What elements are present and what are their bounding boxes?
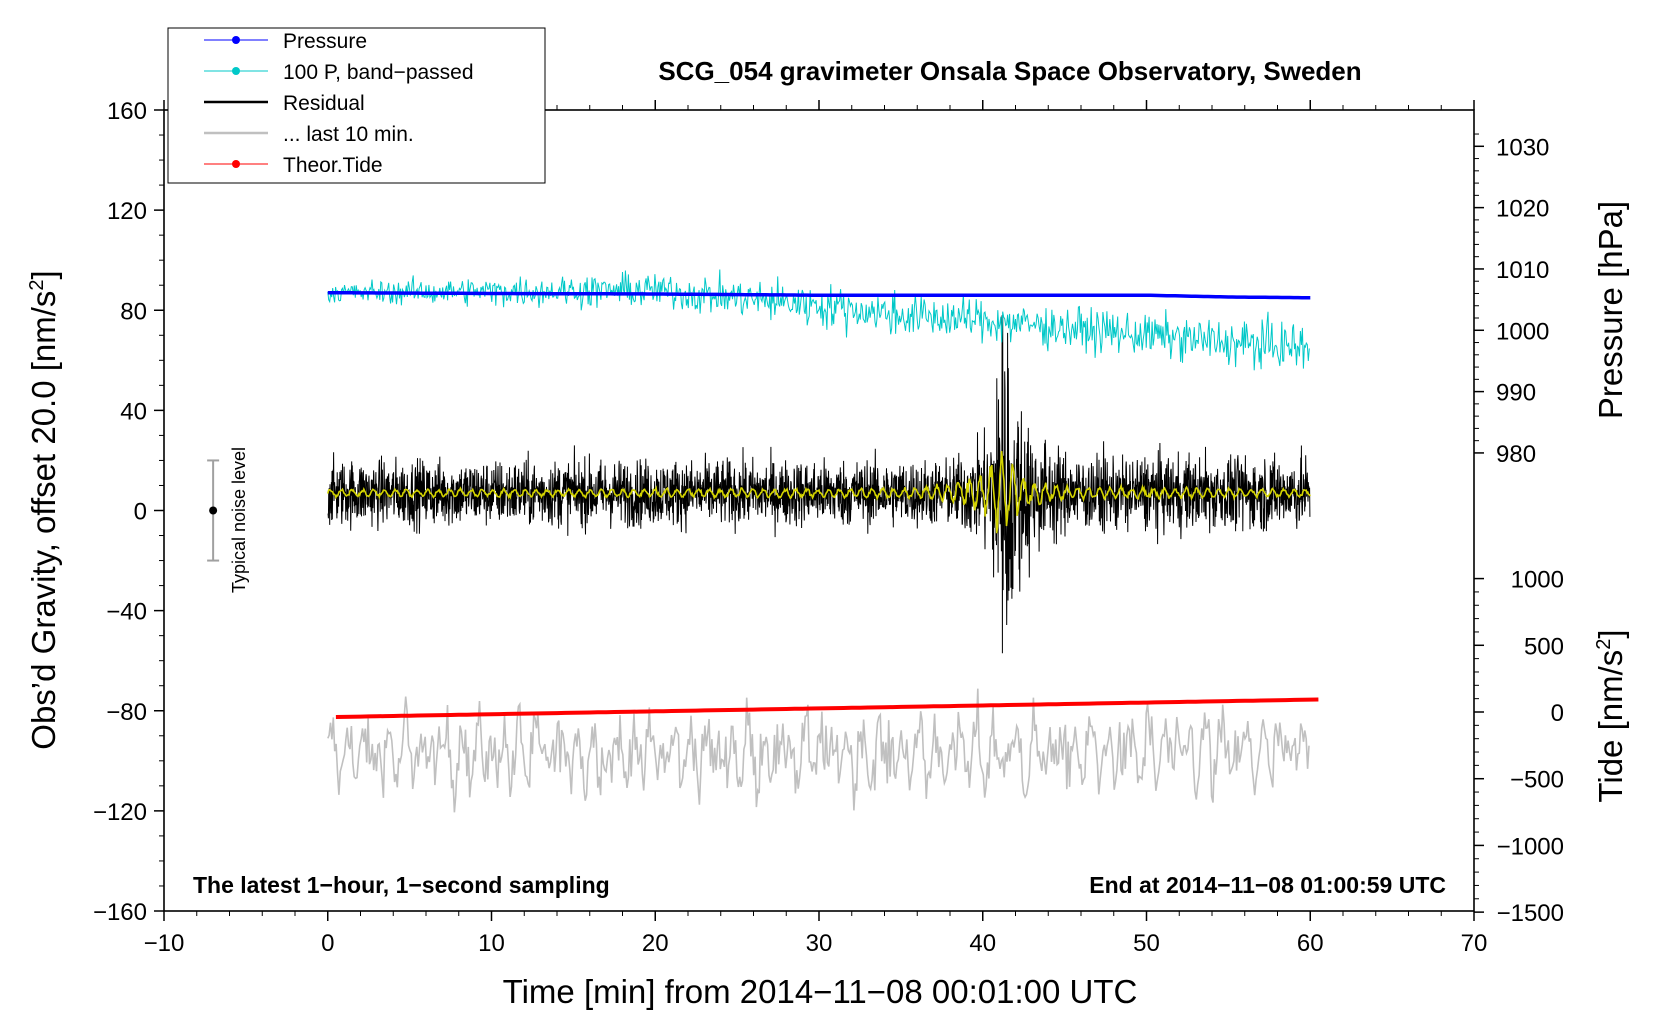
x-tick-label: 20 <box>642 930 669 957</box>
tide-axis: 1000 500 0 −500 −1000 −1500 <box>1474 567 1564 927</box>
pressure-axis: 1030 1020 1010 1000 990 980 <box>1474 133 1549 468</box>
y-tick-label: −80 <box>106 699 147 726</box>
noise-level-indicator: Typical noise level <box>207 447 249 593</box>
y-tick-label: 0 <box>134 499 147 526</box>
x-tick-label: 0 <box>321 930 334 957</box>
y-axis-title-close: ] <box>25 270 62 279</box>
legend-box <box>167 27 546 184</box>
noise-level-label: Typical noise level <box>229 447 249 593</box>
series-band-passed-pressure <box>327 269 1310 371</box>
y-axis-title-text: Obs’d Gravity, offset 20.0 [nm/s <box>25 291 62 750</box>
tide-axis-title-text: Tide [nm/s <box>1592 650 1629 803</box>
legend-label-pressure: Pressure <box>283 30 367 53</box>
x-tick-label: −10 <box>144 930 185 957</box>
y-tick-label: 160 <box>107 98 147 125</box>
y-axis-title-sup: 2 <box>26 279 48 290</box>
y-tick-label: 40 <box>120 398 147 425</box>
pressure-tick-label: 980 <box>1496 441 1536 468</box>
pressure-axis-title: Pressure [hPa] <box>1592 201 1629 419</box>
tide-axis-title: Tide [nm/s2] <box>1592 629 1629 802</box>
pressure-tick-label: 1000 <box>1496 318 1549 345</box>
tide-tick-label: −500 <box>1510 767 1564 794</box>
series-residual <box>327 315 1311 654</box>
legend-label-theor-tide: Theor.Tide <box>283 154 383 177</box>
tide-tick-label: 500 <box>1524 633 1564 660</box>
legend: Pressure 100 P, band−passed Residual ...… <box>167 27 546 184</box>
pressure-tick-label: 1010 <box>1496 257 1549 284</box>
tide-axis-title-sup: 2 <box>1593 639 1615 650</box>
tide-tick-label: 1000 <box>1511 567 1564 594</box>
x-axis-title: Time [min] from 2014−11−08 00:01:00 UTC <box>503 973 1138 1010</box>
x-axis: −10 0 10 20 30 40 50 60 70 <box>144 100 1488 957</box>
tide-tick-label: −1500 <box>1497 900 1564 927</box>
y-tick-label: 120 <box>107 198 147 225</box>
series-pressure <box>327 290 1311 300</box>
series-layer <box>327 269 1319 813</box>
legend-label-last-10-min: ... last 10 min. <box>283 123 414 146</box>
legend-label-residual: Residual <box>283 92 365 115</box>
legend-swatch-marker <box>232 160 240 168</box>
legend-swatch-marker <box>232 67 240 75</box>
y-tick-label: −120 <box>93 799 147 826</box>
x-tick-label: 60 <box>1297 930 1324 957</box>
x-tick-label: 40 <box>969 930 996 957</box>
x-tick-label: 30 <box>806 930 833 957</box>
y-axis-title: Obs’d Gravity, offset 20.0 [nm/s2] <box>25 270 62 749</box>
pressure-tick-label: 1020 <box>1496 196 1549 223</box>
pressure-tick-label: 990 <box>1496 380 1536 407</box>
series-theor-tide <box>335 697 1319 719</box>
annotation-left: The latest 1−hour, 1−second sampling <box>193 872 610 898</box>
series-filtered-residual <box>327 451 1311 534</box>
y-tick-label: −160 <box>93 899 147 926</box>
tide-tick-label: 0 <box>1551 700 1564 727</box>
x-tick-label: 10 <box>478 930 505 957</box>
tide-tick-label: −1000 <box>1497 833 1564 860</box>
tide-axis-title-close: ] <box>1592 629 1629 638</box>
pressure-tick-label: 1030 <box>1496 134 1549 161</box>
noise-bar-dot <box>209 506 218 515</box>
y-axis: 160 120 80 40 0 −40 −80 −120 −160 <box>93 98 164 926</box>
x-tick-label: 70 <box>1461 930 1488 957</box>
legend-label-band-passed: 100 P, band−passed <box>283 61 474 84</box>
y-tick-label: −40 <box>106 599 147 626</box>
y-tick-label: 80 <box>120 298 147 325</box>
x-tick-label: 50 <box>1133 930 1160 957</box>
series-last-10-min <box>327 688 1310 813</box>
legend-swatch-marker <box>232 36 240 44</box>
chart-title: SCG_054 gravimeter Onsala Space Observat… <box>658 56 1361 86</box>
annotation-right: End at 2014−11−08 01:00:59 UTC <box>1089 872 1446 898</box>
